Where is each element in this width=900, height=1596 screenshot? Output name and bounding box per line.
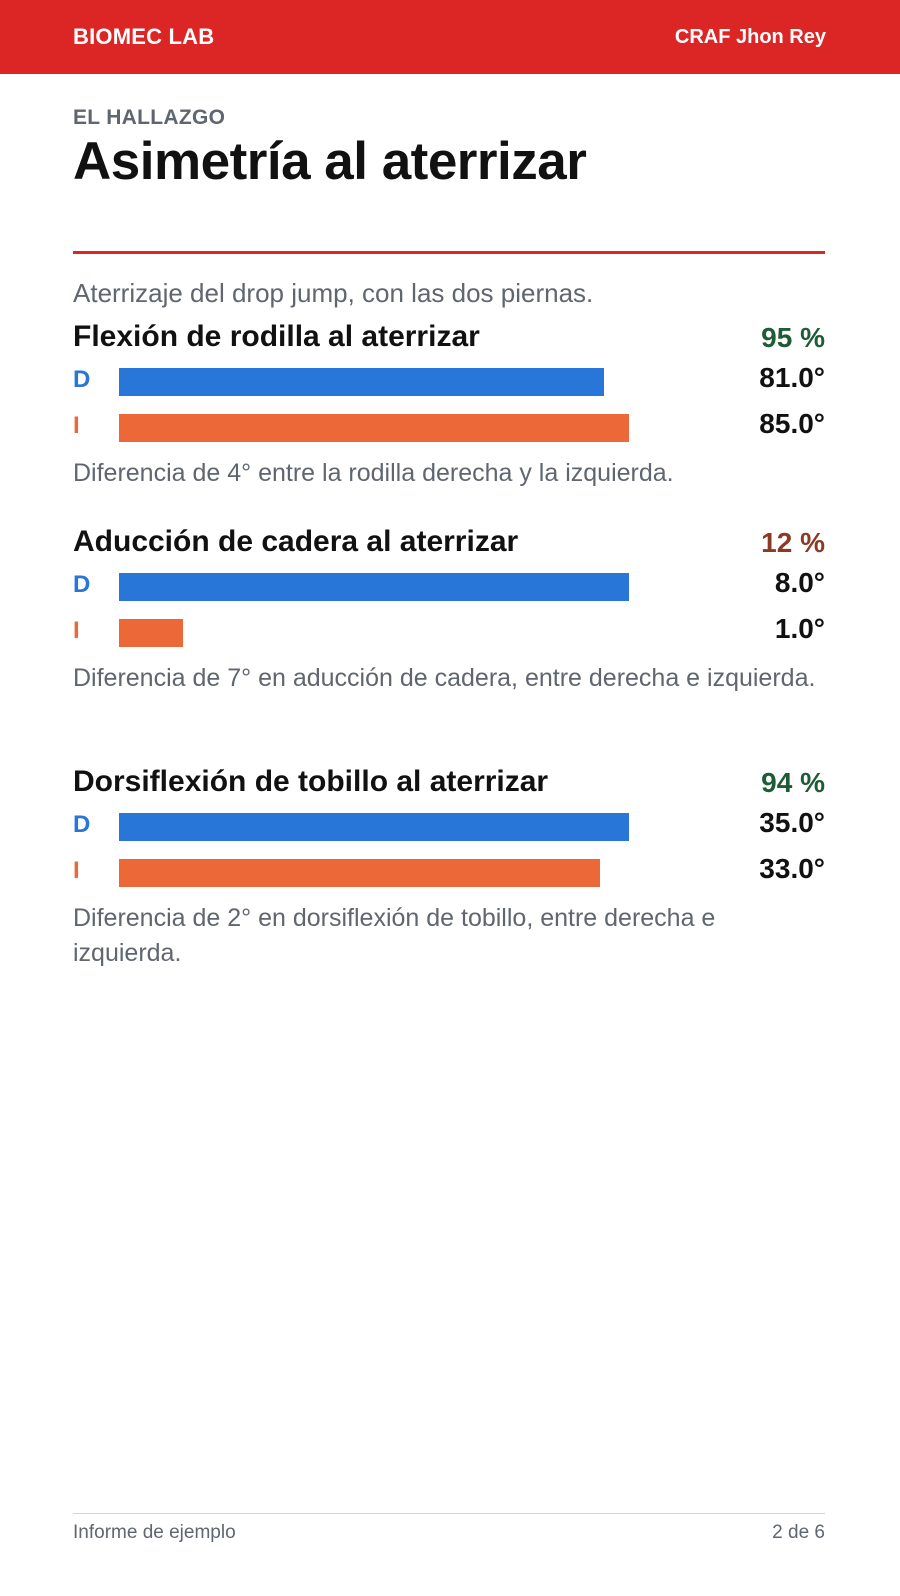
- footer-divider: [73, 1513, 825, 1514]
- right-side-label: D: [73, 571, 91, 598]
- right-leg-bar: [119, 813, 629, 841]
- page-counter: 2 de 6: [772, 1522, 825, 1543]
- symmetry-percent: 94 %: [761, 767, 825, 798]
- metric-header: Flexión de rodilla al aterrizar 95 %: [73, 320, 825, 360]
- brand-name: BIOMEC LAB: [73, 24, 215, 49]
- bar-track: [119, 813, 699, 841]
- left-leg-bar: [119, 859, 600, 887]
- left-leg-row: I 1.0°: [73, 611, 825, 657]
- metric-ankle-dorsiflexion: Dorsiflexión de tobillo al aterrizar 94 …: [73, 765, 825, 971]
- left-leg-value: 85.0°: [759, 408, 825, 439]
- bar-track: [119, 368, 699, 396]
- right-side-label: D: [73, 811, 91, 838]
- metric-title: Dorsiflexión de tobillo al aterrizar: [73, 765, 549, 798]
- page-title: Asimetría al aterrizar: [73, 132, 587, 191]
- right-leg-value: 35.0°: [759, 807, 825, 838]
- top-bar: BIOMEC LAB CRAF Jhon Rey: [0, 0, 900, 74]
- footer-label: Informe de ejemplo: [73, 1522, 236, 1543]
- left-leg-row: I 85.0°: [73, 406, 825, 452]
- left-leg-value: 1.0°: [774, 613, 825, 644]
- left-side-label: I: [73, 617, 80, 644]
- bar-track: [119, 573, 699, 601]
- section-eyebrow: EL HALLAZGO: [73, 106, 226, 129]
- left-leg-bar: [119, 414, 629, 442]
- right-leg-row: D 35.0°: [73, 805, 825, 851]
- metric-header: Aducción de cadera al aterrizar 12 %: [73, 525, 825, 565]
- athlete-name: CRAF Jhon Rey: [674, 26, 826, 48]
- left-leg-value: 33.0°: [759, 853, 825, 884]
- section-intro: Aterrizaje del drop jump, con las dos pi…: [73, 278, 594, 308]
- left-leg-row: I 33.0°: [73, 851, 825, 897]
- metric-title: Flexión de rodilla al aterrizar: [73, 320, 480, 353]
- metric-hip-adduction: Aducción de cadera al aterrizar 12 % D 8…: [73, 525, 825, 696]
- bar-track: [119, 414, 699, 442]
- metric-knee-flexion: Flexión de rodilla al aterrizar 95 % D 8…: [73, 320, 825, 491]
- right-leg-row: D 8.0°: [73, 565, 825, 611]
- metric-note: Diferencia de 4° entre la rodilla derech…: [73, 459, 674, 487]
- left-side-label: I: [73, 857, 80, 884]
- left-side-label: I: [73, 412, 80, 439]
- metric-title: Aducción de cadera al aterrizar: [73, 525, 519, 558]
- metric-note: Diferencia de 7° en aducción de cadera, …: [73, 664, 816, 692]
- left-leg-bar: [119, 619, 183, 647]
- metric-header: Dorsiflexión de tobillo al aterrizar 94 …: [73, 765, 825, 805]
- right-leg-row: D 81.0°: [73, 360, 825, 406]
- right-leg-value: 8.0°: [774, 567, 825, 598]
- bar-track: [119, 619, 699, 647]
- symmetry-percent: 12 %: [761, 527, 825, 558]
- right-side-label: D: [73, 366, 91, 393]
- title-divider: [73, 251, 825, 254]
- metric-note: Diferencia de 2° en dorsiflexión de tobi…: [73, 904, 716, 967]
- symmetry-percent: 95 %: [761, 322, 825, 353]
- right-leg-bar: [119, 368, 604, 396]
- right-leg-bar: [119, 573, 629, 601]
- bar-track: [119, 859, 699, 887]
- right-leg-value: 81.0°: [759, 362, 825, 393]
- main-content: EL HALLAZGO Asimetría al aterrizar Aterr…: [73, 106, 825, 967]
